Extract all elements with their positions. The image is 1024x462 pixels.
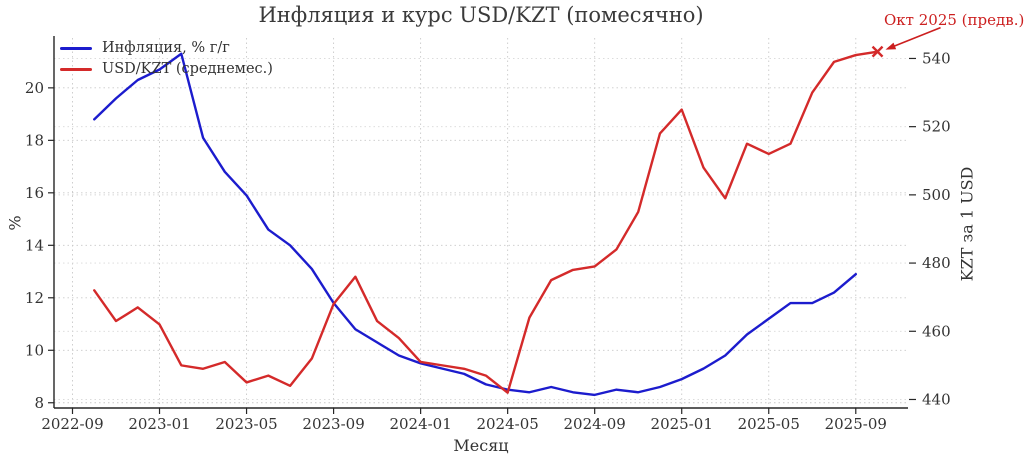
x-tick-label: 2022-09: [41, 415, 103, 433]
y-tick-label-left: 12: [25, 289, 44, 307]
y-tick-label-left: 14: [25, 236, 44, 254]
y-axis-label-right: KZT за 1 USD: [957, 166, 977, 282]
x-tick-label: 2024-01: [389, 415, 451, 433]
x-axis-label: Месяц: [453, 436, 509, 455]
y-tick-label-right: 520: [922, 118, 951, 136]
x-tick-label: 2025-05: [738, 415, 800, 433]
annotation-arrowhead: [885, 42, 897, 50]
y-tick-label-left: 20: [25, 79, 44, 97]
usdkzt-line: [93, 50, 879, 394]
annotation-oct-2025: Окт 2025 (предв.): [884, 11, 1024, 29]
inflation-line: [93, 52, 857, 397]
x-tick-label: 2023-05: [215, 415, 277, 433]
legend-item-inflation: Инфляция, % г/г: [60, 40, 273, 56]
y-tick-label-right: 540: [922, 49, 951, 67]
legend-label-usdkzt: USD/KZT (среднемес.): [102, 61, 273, 77]
y-tick-label-right: 440: [922, 390, 951, 408]
end-marker-x: [871, 45, 884, 58]
y-tick-label-right: 480: [922, 254, 951, 272]
x-tick-label: 2023-01: [128, 415, 190, 433]
x-tick-label: 2025-01: [651, 415, 713, 433]
legend-label-inflation: Инфляция, % г/г: [102, 40, 230, 56]
y-tick-label-right: 460: [922, 322, 951, 340]
usdkzt-line-swatch: [60, 67, 92, 71]
y-tick-label-left: 10: [25, 341, 44, 359]
legend: Инфляция, % г/г USD/KZT (среднемес.): [60, 40, 273, 77]
y-tick-label-left: 18: [25, 131, 44, 149]
chart-title: Инфляция и курс USD/KZT (помесячно): [258, 3, 704, 27]
annotation-arrow: [890, 26, 941, 49]
x-tick-label: 2024-05: [476, 415, 538, 433]
x-tick-label: 2024-09: [564, 415, 626, 433]
x-tick-label: 2023-09: [302, 415, 364, 433]
y-axis-label-left: %: [5, 215, 25, 231]
legend-item-usdkzt: USD/KZT (среднемес.): [60, 61, 273, 77]
inflation-line-swatch: [60, 46, 92, 50]
y-tick-label-left: 16: [25, 184, 44, 202]
x-tick-label: 2025-09: [825, 415, 887, 433]
y-tick-label-right: 500: [922, 186, 951, 204]
y-tick-label-left: 8: [34, 394, 44, 412]
